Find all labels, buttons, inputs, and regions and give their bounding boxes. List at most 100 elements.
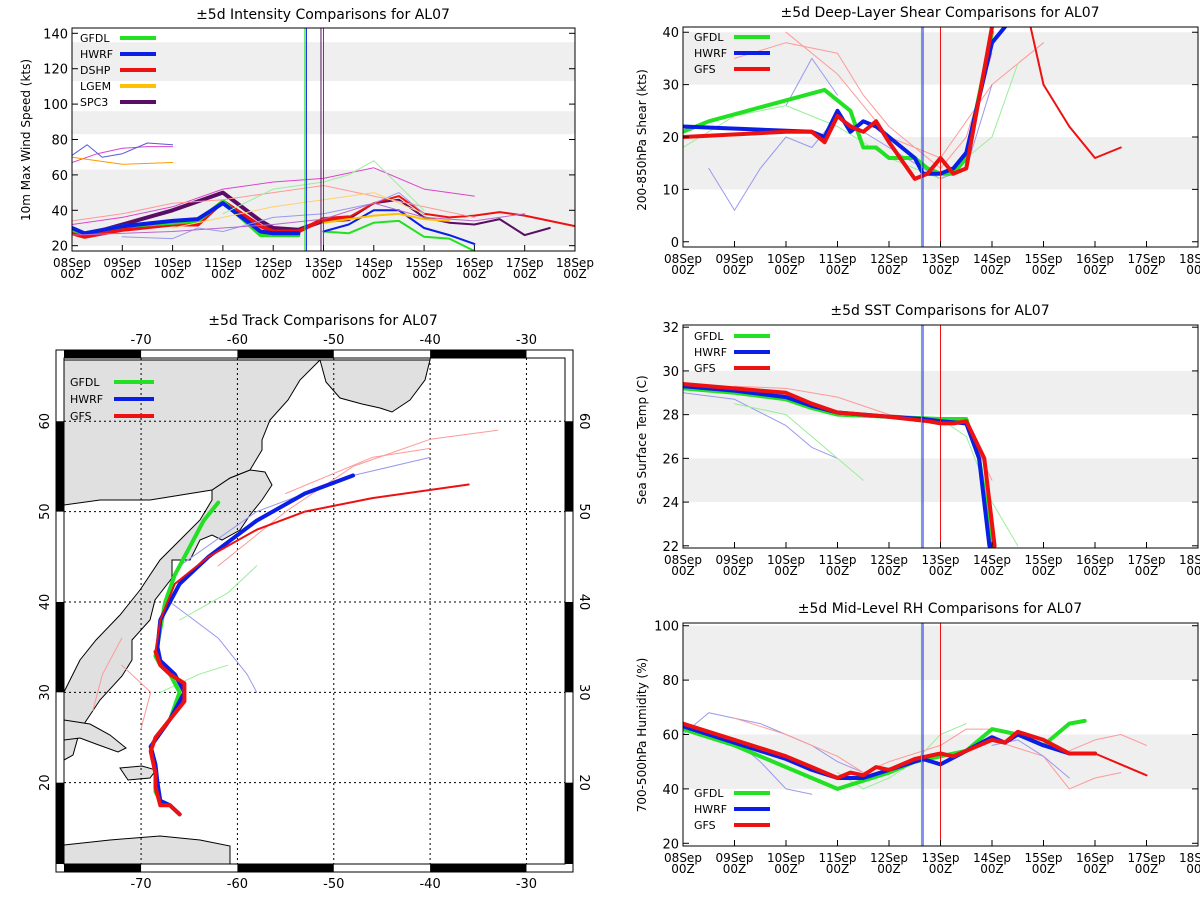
track-latitude-label-right: 30 [576,684,591,701]
intensity-legend-label: HWRF [80,48,113,61]
rh-xtick-label: 14Sep 00Z [973,851,1011,876]
rh-xtick-date: 08Sep [664,851,702,865]
shear-ytick-label: 0 [671,236,679,251]
track-longitude-label-bottom: -30 [516,877,537,892]
shear-xtick-date: 08Sep [664,252,702,266]
shear-ytick-label: 20 [662,131,679,146]
sst-xtick-date: 11Sep [819,553,857,567]
rh-xtick-date: 09Sep [716,851,754,865]
south-america-land [64,835,231,864]
sst-xtick-label: 10Sep 00Z [767,553,805,578]
intensity-legend-label: GFDL [80,32,110,45]
intensity-xtick-label: 14Sep 00Z [355,256,393,281]
map-border-segment [237,864,334,872]
intensity-xtick-label: 10Sep 00Z [154,256,192,281]
sst-xtick-hour: 00Z [1032,564,1056,578]
map-border-segment [565,782,573,864]
rh-legend-label: GFDL [694,787,724,800]
intensity-xtick-hour: 00Z [563,267,587,281]
rh-xtick-hour: 00Z [980,862,1004,876]
rh-xtick-date: 14Sep [973,851,1011,865]
sst-xtick-label: 09Sep 00Z [716,553,754,578]
intensity-series-ensemble-line [72,146,174,163]
rh-xtick-label: 17Sep 00Z [1128,851,1166,876]
rh-ytick-label: 80 [662,674,679,689]
shear-xtick-date: 14Sep [973,252,1011,266]
track-series-ensemble-line [159,664,229,693]
rh-xtick-label: 08Sep 00Z [664,851,702,876]
shear-xtick-label: 09Sep 00Z [716,252,754,277]
track-longitude-label-bottom: -70 [130,877,151,892]
sst-legend-label: HWRF [694,346,727,359]
sst-ytick-label: 28 [662,409,679,424]
rh-ytick-label: 40 [662,783,679,798]
rh-series-ensemble-line [991,739,1122,790]
shear-xtick-date: 12Sep [870,252,908,266]
intensity-legend-label: SPC3 [80,96,108,109]
sst-series-gfs-line [683,382,997,548]
intensity-series-ensemble-line [121,192,425,240]
rh-series-ensemble-line [683,712,864,774]
rh-series-hwrf-line [683,724,1097,780]
track-latitude-label-left: 50 [38,503,53,520]
rh-xtick-label: 12Sep 00Z [870,851,908,876]
shear-xtick-date: 17Sep [1128,252,1166,266]
rh-xtick-date: 15Sep [1025,851,1063,865]
intensity-xtick-date: 08Sep [53,256,91,270]
track-frame: -70 -70 -60 -60 -50 -50 -40 -40 -30 -30 20 20 30 30 40… [38,333,591,892]
track-series-ensemble-line [285,447,431,494]
shear-legend-label: HWRF [694,47,727,60]
shear-xtick-hour: 00Z [826,263,850,277]
intensity-title: ±5d Intensity Comparisons for AL07 [196,7,450,23]
shear-xtick-date: 10Sep [767,252,805,266]
intensity-xtick-label: 15Sep 00Z [405,256,443,281]
shear-xtick-date: 13Sep [922,252,960,266]
canada-land [64,359,322,506]
intensity-series-ensemble-line [172,192,425,229]
sst-ytick-label: 22 [662,540,679,555]
shear-ylabel: 200-850hPa Shear (kts) [635,69,649,211]
sst-series-group [683,382,1019,548]
intensity-ytick-label: 100 [43,98,68,113]
shear-xtick-date: 16Sep [1076,252,1114,266]
sst-legend-label: GFS [694,362,716,375]
shear-xtick-date: 11Sep [819,252,857,266]
track-longitude-label-top: -60 [227,333,248,348]
sst-series-ensemble-line [683,392,838,459]
shear-series-group [683,27,1122,211]
track-chart: ±5d Track Comparisons for AL07 -70 -70 -60… [38,313,591,892]
track-series-ensemble-line [217,429,499,567]
intensity-xtick-date: 13Sep [305,256,343,270]
track-title: ±5d Track Comparisons for AL07 [208,313,438,329]
track-series-gfs-line [148,649,187,817]
shear-xtick-hour: 00Z [671,263,695,277]
intensity-series-ensemble-line [72,202,526,236]
rh-xtick-label: 13Sep 00Z [922,851,960,876]
intensity-xtick-hour: 00Z [362,267,386,281]
track-latitude-label-left: 20 [38,774,53,791]
sst-xtick-hour: 00Z [1083,564,1107,578]
shear-series-gfs-line [683,27,994,181]
intensity-series-group [72,142,575,251]
intensity-xtick-date: 14Sep [355,256,393,270]
intensity-xtick-date: 11Sep [204,256,242,270]
shear-series-ensemble-line [785,31,1044,159]
shear-xtick-label: 16Sep 00Z [1076,252,1114,277]
intensity-series-ensemble-line [72,142,174,158]
rh-xtick-date: 17Sep [1128,851,1166,865]
track-series-hwrf-line [148,473,355,817]
intensity-xtick-date: 16Sep [455,256,493,270]
track-map-area: -70 -70 -60 -60 -50 -50 -40 -40 -30 -30 20 20 30 30 40… [38,333,591,892]
shear-xtick-label: 14Sep 00Z [973,252,1011,277]
rh-legend-label: HWRF [694,803,727,816]
intensity-xtick-label: 13Sep 00Z [305,256,343,281]
sst-series-ensemble-line [734,403,864,481]
track-series [92,429,499,817]
track-series-ensemble-line [92,637,123,711]
sst-xtick-date: 17Sep [1128,553,1166,567]
track-legend: GFDL HWRF GFS [70,376,154,423]
intensity-xtick-label: 12Sep 00Z [254,256,292,281]
rh-title: ±5d Mid-Level RH Comparisons for AL07 [798,601,1082,617]
